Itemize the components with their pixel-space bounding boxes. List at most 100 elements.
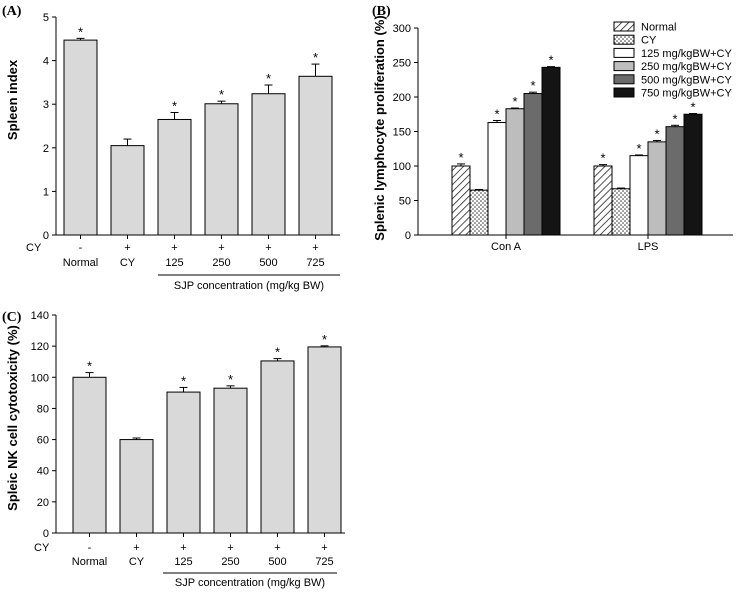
panel-b-significance-star: * [512, 94, 517, 109]
panel-c-y-ticks: 0 20 40 60 80 100 120 140 [31, 310, 56, 540]
panel-c-y-tick-label: 60 [37, 435, 49, 447]
panel-c-cy-sign: + [274, 542, 280, 554]
panel-b-legend-label: CY [641, 35, 657, 47]
panel-b-significance-star: * [636, 141, 641, 156]
panel-c-label: (C) [2, 310, 22, 325]
panel-c-cy-sign: + [180, 542, 186, 554]
panel-b-bar [647, 141, 667, 236]
panel-b-bar [541, 66, 561, 236]
panel-b-legend-label: 750 mg/kgBW+CY [641, 88, 732, 100]
panel-b-label: (B) [372, 4, 391, 19]
panel-b-significance-star: * [672, 111, 677, 126]
panel-b-legend-label: Normal [641, 22, 676, 34]
panel-a-bar [157, 118, 192, 236]
panel-b-significance-star: * [530, 78, 535, 93]
panel-a-category-label: 500 [259, 257, 277, 269]
panel-b-bar [523, 93, 543, 236]
panel-b-bar [505, 108, 525, 236]
panel-a-category-label: Normal [63, 257, 98, 269]
panel-b-bar [683, 113, 703, 236]
panel-a-cy-sign: + [312, 242, 318, 254]
panel-c-category-labels: Normal CY 125 250 500 725 [72, 556, 334, 568]
panel-b-bar [665, 126, 685, 236]
panel-a-significance-star: * [172, 98, 177, 113]
panel-c-bar [119, 439, 154, 534]
panel-b-significance-star: * [600, 151, 605, 166]
panel-c-significance-star: * [322, 332, 327, 347]
panel-a-cy-sign: + [218, 242, 224, 254]
panel-b-category-label: LPS [638, 241, 659, 253]
panel-a-y-tick-label: 4 [43, 56, 49, 68]
panel-c-bars: * * * * * [72, 332, 342, 537]
panel-a-y-tick-label: 3 [43, 99, 49, 111]
panel-c-significance-star: * [87, 359, 92, 374]
panel-a-y-tick-label: 2 [43, 143, 49, 155]
panel-a-x-axis-label: SJP concentration (mg/kg BW) [174, 280, 324, 292]
panel-c-category-label: CY [129, 556, 145, 568]
panel-b-legend-swatch [613, 47, 635, 58]
panel-c-nk-cytotoxicity-chart: (C) Spleic NK cell cytotoxicity (%) 0 20 4… [2, 310, 345, 589]
panel-a-category-label: 250 [212, 257, 230, 269]
panel-a-bar [110, 145, 145, 236]
panel-c-category-label: 125 [174, 556, 192, 568]
panel-a-bar [63, 39, 98, 236]
panel-c-significance-star: * [275, 345, 280, 360]
panel-c-y-tick-label: 20 [37, 497, 49, 509]
panel-a-bars: * * * * * [63, 24, 333, 239]
panel-b-y-tick-label: 50 [399, 196, 411, 208]
panel-a-cy-sign: - [79, 242, 83, 254]
panel-a-cy-row-label: CY [26, 242, 42, 254]
panel-b-y-tick-label: 200 [393, 92, 411, 104]
panel-b-legend-swatch [613, 34, 635, 45]
panel-b-y-axis-label: Splenic lymphocyte proliferation (%) [372, 15, 387, 240]
panel-c-bar [166, 391, 201, 534]
panel-a-significance-star: * [313, 50, 318, 65]
panel-b-category-label: Con A [491, 241, 522, 253]
panel-b-y-tick-label: 100 [393, 161, 411, 173]
panel-a-significance-star: * [78, 24, 83, 39]
panel-a-cy-sign: + [171, 242, 177, 254]
panel-c-bar [260, 360, 295, 534]
panel-a-y-ticks: 0 1 2 3 4 5 [43, 12, 56, 242]
panel-c-category-label: Normal [72, 556, 107, 568]
panel-a-bar [298, 75, 333, 236]
panel-b-bar [451, 165, 471, 236]
panel-c-cy-sign: - [88, 542, 92, 554]
panel-a-category-labels: Normal CY 125 250 500 725 [63, 257, 325, 269]
panel-a-bar [251, 93, 286, 236]
panel-a-cy-signs: - + + + + + [79, 242, 319, 254]
panel-b-bar [487, 122, 507, 236]
panel-a-significance-star: * [219, 87, 224, 102]
panel-c-significance-star: * [181, 373, 186, 388]
panel-c-x-axis-label: SJP concentration (mg/kg BW) [175, 577, 325, 589]
panel-c-significance-star: * [228, 372, 233, 387]
panel-c-cy-sign: + [227, 542, 233, 554]
panel-a-y-tick-label: 5 [43, 12, 49, 24]
panel-c-y-tick-label: 120 [31, 341, 49, 353]
panel-b-bar [469, 189, 489, 236]
panel-a-cy-sign: + [124, 242, 130, 254]
panel-a-cy-sign: + [265, 242, 271, 254]
panel-b-significance-star: * [548, 53, 553, 68]
panel-b-legend-swatch [613, 74, 635, 85]
panel-b-significance-star: * [458, 150, 463, 165]
panel-b-significance-star: * [494, 106, 499, 121]
panel-b-bars: * * * * * * * * * * [451, 53, 703, 236]
panel-b-legend-label: 250 mg/kgBW+CY [641, 61, 732, 73]
panel-c-cy-sign: + [321, 542, 327, 554]
panel-b-legend-swatch [613, 87, 635, 98]
panel-b-y-tick-label: 250 [393, 58, 411, 70]
panel-b-bar [611, 188, 631, 236]
panel-c-cy-row-label: CY [34, 542, 50, 554]
panel-a-label: (A) [2, 4, 22, 19]
panel-c-y-tick-label: 40 [37, 466, 49, 478]
panel-a-bar [204, 103, 239, 236]
panel-c-cy-signs: - + + + + + [88, 542, 328, 554]
panel-b-category-labels: Con A LPS [491, 235, 658, 253]
panel-c-category-label: 725 [315, 556, 333, 568]
panel-b-significance-star: * [690, 100, 695, 115]
panel-a-y-axis-label: Spleen index [5, 59, 20, 140]
panel-b-bar [629, 155, 649, 236]
